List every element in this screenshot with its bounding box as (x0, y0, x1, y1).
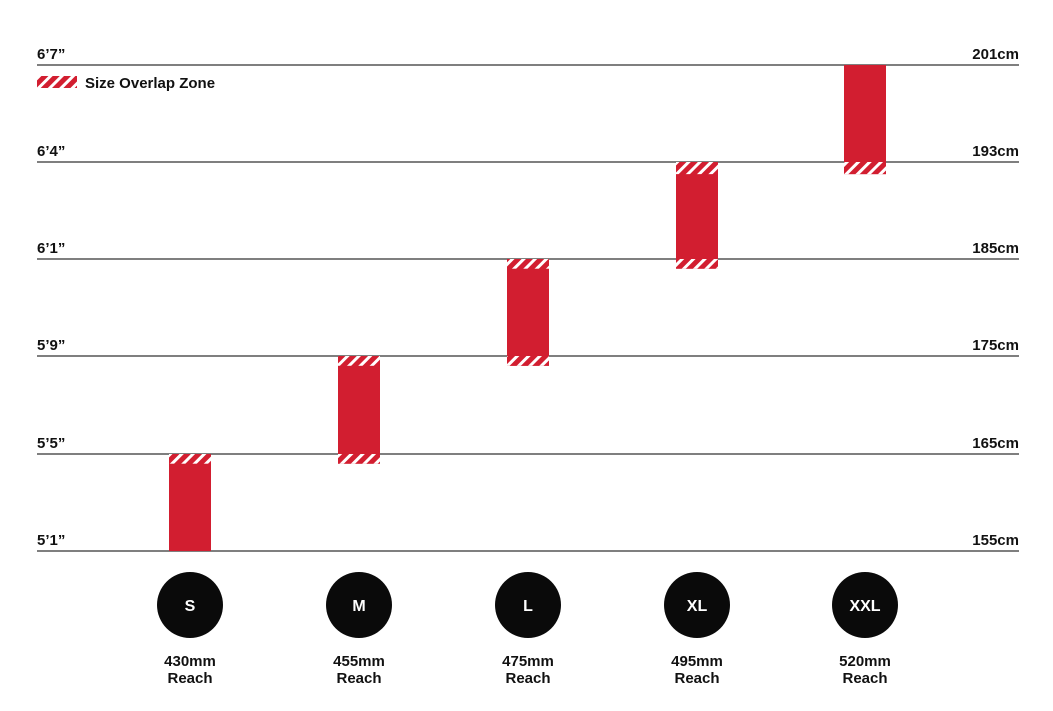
axis-labels: 5’1” 155cm 5’5” 165cm 5’9” 175cm 6’1” 185cm 6’4”… (37, 46, 1019, 549)
size-badge (664, 572, 730, 638)
y-tick-label-left: 5’1” (37, 532, 65, 549)
size-range-bars (169, 65, 886, 551)
y-tick-label-left: 5’9” (37, 337, 65, 354)
size-badges: S430mmReachM455mmReachL475mmReachXL495mm… (157, 572, 898, 687)
reach-value: 520mm (839, 653, 891, 670)
overlap-zone-top (676, 162, 718, 175)
size-badge-label: XXL (849, 598, 880, 615)
size-badge (326, 572, 392, 638)
y-tick-label-right: 185cm (972, 240, 1019, 257)
overlap-zone-bottom (844, 162, 886, 175)
size-badge-label: S (185, 598, 196, 615)
size-range-bar (844, 65, 886, 175)
size-range-bar (676, 162, 718, 269)
size-badge-label: XL (687, 598, 708, 615)
overlap-zone-top (507, 259, 549, 269)
y-tick-label-right: 193cm (972, 143, 1019, 160)
overlap-zone-top (169, 454, 211, 464)
reach-suffix: Reach (505, 670, 550, 687)
y-tick-label-left: 6’4” (37, 143, 65, 160)
size-badge-label: M (352, 598, 365, 615)
reach-value: 495mm (671, 653, 723, 670)
y-tick-label-right: 175cm (972, 337, 1019, 354)
overlap-zone-top (338, 356, 380, 366)
reach-value: 475mm (502, 653, 554, 670)
size-badge (832, 572, 898, 638)
legend-label: Size Overlap Zone (85, 75, 215, 92)
y-tick-label-left: 5’5” (37, 435, 65, 452)
y-tick-label-right: 165cm (972, 435, 1019, 452)
size-range-bar (169, 454, 211, 551)
overlap-zone-bottom (676, 259, 718, 269)
legend: Size Overlap Zone (37, 75, 215, 92)
reach-suffix: Reach (674, 670, 719, 687)
reach-suffix: Reach (336, 670, 381, 687)
size-badge-label: L (523, 598, 533, 615)
legend-swatch (37, 76, 77, 88)
reach-suffix: Reach (167, 670, 212, 687)
size-range-bar (507, 259, 549, 366)
y-tick-label-left: 6’1” (37, 240, 65, 257)
reach-suffix: Reach (842, 670, 887, 687)
y-tick-label-left: 6’7” (37, 46, 65, 63)
overlap-zone-bottom (507, 356, 549, 366)
overlap-zone-bottom (338, 454, 380, 464)
size-badge (157, 572, 223, 638)
y-tick-label-right: 201cm (972, 46, 1019, 63)
reach-value: 430mm (164, 653, 216, 670)
size-range-bar (338, 356, 380, 464)
size-badge (495, 572, 561, 638)
y-tick-label-right: 155cm (972, 532, 1019, 549)
reach-value: 455mm (333, 653, 385, 670)
